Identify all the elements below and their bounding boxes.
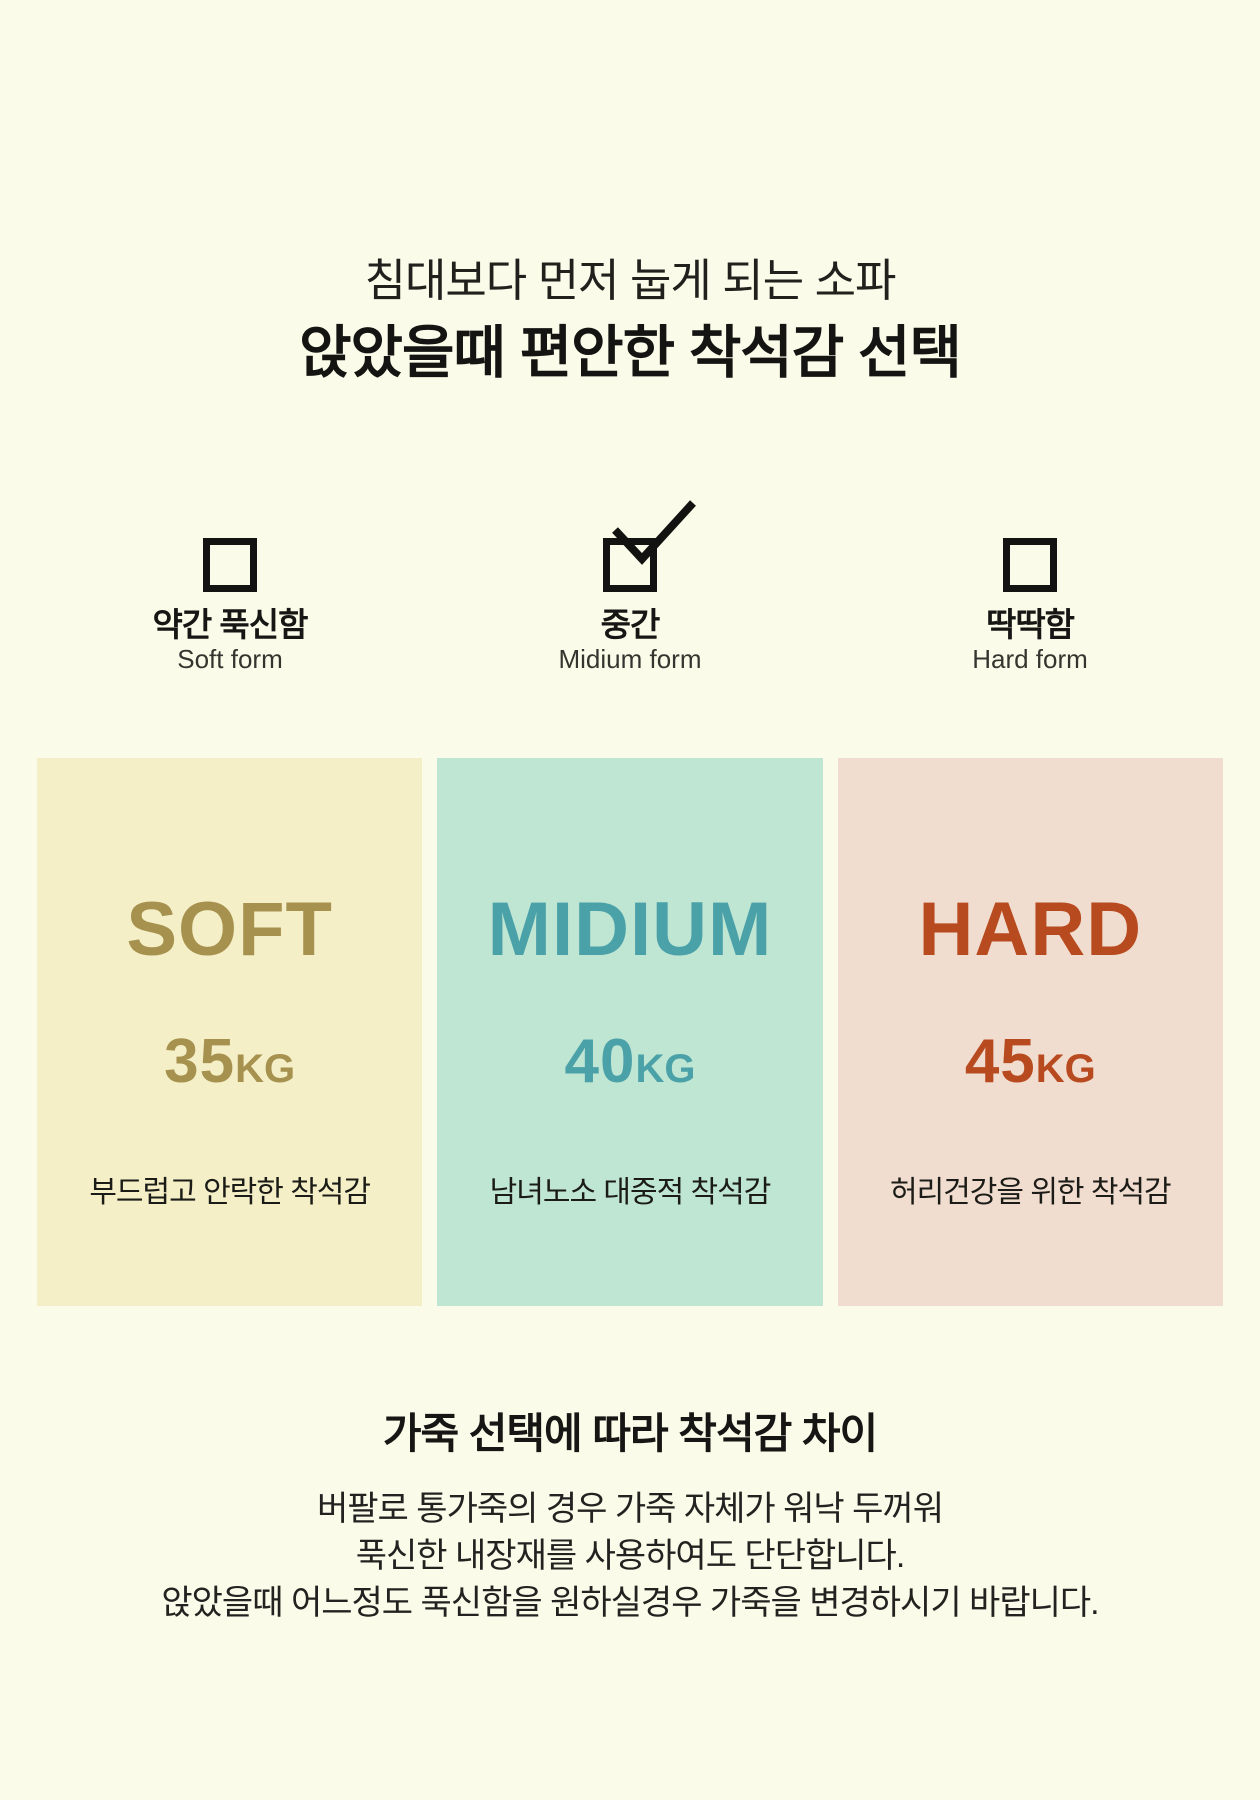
card-title: SOFT (126, 887, 333, 972)
card-medium: MIDIUM 40KG 남녀노소 대중적 착석감 (437, 758, 823, 1306)
footer: 가죽 선택에 따라 착석감 차이 버팔로 통가죽의 경우 가죽 자체가 워낙 두… (0, 1406, 1260, 1627)
card-weight: 45KG (838, 1027, 1223, 1113)
weight-unit: KG (235, 1047, 296, 1091)
soft-checkbox[interactable] (203, 538, 257, 592)
card-weight: 40KG (437, 1027, 822, 1113)
firmness-options: 약간 푹신함 Soft form 중간 Midium form 딱딱함 Hard… (30, 500, 1230, 674)
option-sublabel: Midium form (558, 644, 702, 674)
card-soft: SOFT 35KG 부드럽고 안락한 착석감 (37, 758, 423, 1306)
footer-line: 푹신한 내장재를 사용하여도 단단합니다. (355, 1537, 906, 1575)
option-label: 중간 (600, 606, 661, 643)
option-sublabel: Soft form (177, 644, 283, 674)
card-weight: 35KG (37, 1027, 422, 1113)
weight-value: 45 (964, 1027, 1036, 1096)
option-label: 딱딱함 (985, 606, 1075, 643)
card-hard: HARD 45KG 허리건강을 위한 착석감 (837, 758, 1223, 1306)
header: 침대보다 먼저 눕게 되는 소파 앉았을때 편안한 착석감 선택 (0, 0, 1260, 388)
card-caption: 부드럽고 안락한 착석감 (89, 1176, 371, 1209)
weight-value: 40 (564, 1027, 636, 1096)
page-subtitle: 침대보다 먼저 눕게 되는 소파 (364, 255, 897, 306)
page-title: 앉았을때 편안한 착석감 선택 (299, 321, 962, 385)
card-title: HARD (918, 887, 1143, 972)
card-caption: 남녀노소 대중적 착석감 (489, 1176, 772, 1209)
footer-paragraph: 버팔로 통가죽의 경우 가죽 자체가 워낙 두꺼워 푹신한 내장재를 사용하여도… (0, 1486, 1260, 1627)
card-title: MIDIUM (487, 887, 773, 972)
medium-checkbox[interactable] (603, 538, 657, 592)
option-sublabel: Hard form (972, 644, 1088, 674)
weight-value: 35 (164, 1027, 236, 1096)
option-hard: 딱딱함 Hard form (830, 538, 1230, 674)
footer-line: 버팔로 통가죽의 경우 가죽 자체가 워낙 두꺼워 (317, 1490, 944, 1528)
footer-heading: 가죽 선택에 따라 착석감 차이 (382, 1410, 878, 1457)
footer-line: 앉았을때 어느정도 푹신함을 원하실경우 가죽을 변경하시기 바랍니다. (161, 1584, 1099, 1622)
option-medium: 중간 Midium form (430, 500, 830, 674)
weight-unit: KG (635, 1047, 696, 1091)
hard-checkbox[interactable] (1003, 538, 1057, 592)
firmness-cards: SOFT 35KG 부드럽고 안락한 착석감 MIDIUM 40KG 남녀노소 … (37, 758, 1223, 1306)
option-soft: 약간 푹신함 Soft form (30, 538, 430, 674)
option-label: 약간 푹신함 (152, 606, 309, 643)
weight-unit: KG (1035, 1047, 1096, 1091)
card-caption: 허리건강을 위한 착석감 (889, 1176, 1172, 1209)
